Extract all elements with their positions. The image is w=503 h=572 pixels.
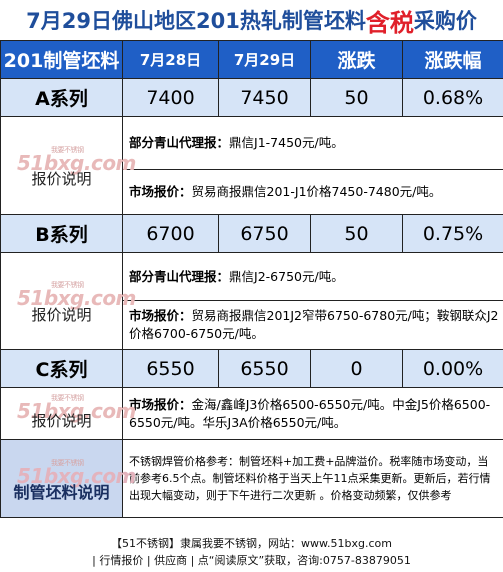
table-row: A系列 7400 7450 50 0.68% [0, 78, 503, 117]
title-prefix: 7月29日佛山地区201热轧制管坯料 [26, 9, 366, 33]
price-date-1: 7400 [122, 78, 219, 117]
note-market: 市场报价：金海/鑫峰J3价格6500-6550元/吨。中金J5价格6500-65… [122, 387, 503, 440]
note-label: 报价说明 [31, 412, 92, 430]
price-change: 50 [310, 78, 403, 117]
note-agent: 部分青山代理报：鼎信J1-7450元/吨。 [122, 116, 503, 170]
price-change-pct: 0.68% [402, 78, 503, 117]
table-header-row: 201制管坯料 7月28日 7月29日 涨跌 涨跌幅 [0, 40, 503, 79]
note-row: 市场报价：贸易商报鼎信201-J1价格7450-7480元/吨。 [1, 169, 503, 215]
price-change: 0 [310, 349, 403, 388]
note-label-cell: 51bxg.com 我要不锈钢 报价说明 [0, 116, 136, 215]
note-row: 市场报价：贸易商报鼎信201J2窄带6750-6780元/吨；鞍钢联众J2价格6… [1, 300, 503, 350]
price-change-pct: 0.75% [402, 214, 503, 253]
watermark-logo: 51bxg.com 我要不锈钢 [17, 281, 136, 311]
header-change: 涨跌 [310, 40, 403, 79]
note-label-cell: 51bxg.com 我要不锈钢 报价说明 [0, 252, 136, 350]
price-change-pct: 0.00% [402, 349, 503, 388]
note-row: 51bxg.com 我要不锈钢 报价说明 部分青山代理报：鼎信J1-7450元/吨… [0, 116, 503, 215]
series-name: C系列 [0, 349, 123, 388]
price-change: 50 [310, 214, 403, 253]
table-row: C系列 6550 6550 0 0.00% [0, 349, 503, 388]
price-date-1: 6700 [122, 214, 219, 253]
note-market: 市场报价：贸易商报鼎信201-J1价格7450-7480元/吨。 [122, 169, 503, 215]
bottom-line-2: | 行情报价 | 供应商 | 点“阅读原文”获取，咨询:0757-8387905… [92, 554, 411, 567]
page-title: 7月29日佛山地区201热轧制管坯料 含税 采购价 [0, 0, 503, 40]
footer-text: 不锈钢焊管价格参考：制管坯料+加工费+品牌溢价。税率随市场变动，当前参考6.5个… [122, 439, 503, 518]
note-agent: 部分青山代理报：鼎信J2-6750元/吨。 [122, 252, 503, 301]
title-suffix: 采购价 [413, 9, 477, 33]
bottom-line-1: 【51不锈钢】隶属我要不锈钢，网站：www.51bxg.com [111, 537, 392, 550]
bottom-contact: 【51不锈钢】隶属我要不锈钢，网站：www.51bxg.com | 行情报价 |… [0, 535, 503, 572]
note-row: 51bxg.com 我要不锈钢 报价说明 市场报价：金海/鑫峰J3价格6500-6… [0, 387, 503, 440]
price-date-2: 6550 [218, 349, 311, 388]
price-date-2: 6750 [218, 214, 311, 253]
header-date-1: 7月28日 [122, 40, 219, 79]
footer-row: 51bxg.com 我要不锈钢 制管坯料说明 不锈钢焊管价格参考：制管坯料+加工费… [0, 439, 503, 518]
price-date-1: 6550 [122, 349, 219, 388]
footer-label: 制管坯料说明 [13, 482, 110, 502]
table-row: B系列 6700 6750 50 0.75% [0, 214, 503, 253]
series-name: B系列 [0, 214, 123, 253]
note-market: 市场报价：贸易商报鼎信201J2窄带6750-6780元/吨；鞍钢联众J2价格6… [122, 300, 503, 350]
note-label-cell: 51bxg.com 我要不锈钢 报价说明 [0, 387, 136, 440]
watermark-logo: 51bxg.com 我要不锈钢 [17, 393, 136, 423]
note-row: 51bxg.com 我要不锈钢 报价说明 部分青山代理报：鼎信J2-6750元/吨… [0, 252, 503, 350]
note-label: 报价说明 [31, 170, 92, 188]
watermark-logo: 51bxg.com 我要不锈钢 [17, 458, 136, 488]
header-name: 201制管坯料 [0, 40, 123, 79]
title-highlight: 含税 [365, 8, 414, 37]
footer-label-cell: 51bxg.com 我要不锈钢 制管坯料说明 [0, 439, 136, 518]
header-change-pct: 涨跌幅 [402, 40, 503, 79]
price-date-2: 7450 [218, 78, 311, 117]
series-name: A系列 [0, 78, 123, 117]
header-date-2: 7月29日 [218, 40, 311, 79]
watermark-logo: 51bxg.com 我要不锈钢 [17, 145, 136, 175]
note-label: 报价说明 [31, 305, 92, 324]
price-table: 201制管坯料 7月28日 7月29日 涨跌 涨跌幅 A系列 7400 7450… [0, 40, 503, 518]
